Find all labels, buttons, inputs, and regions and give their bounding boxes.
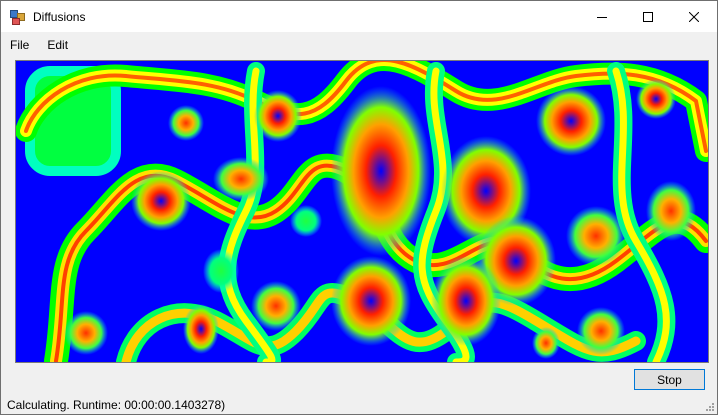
maximize-icon [643, 11, 653, 22]
diffusion-heatmap [16, 61, 708, 362]
diffusion-canvas[interactable] [15, 60, 709, 363]
stop-button[interactable]: Stop [634, 369, 705, 390]
close-button[interactable] [671, 1, 717, 32]
maximize-button[interactable] [625, 1, 671, 32]
minimize-button[interactable] [579, 1, 625, 32]
status-bar: Calculating. Runtime: 00:00:00.1403278) [1, 395, 717, 414]
title-bar[interactable]: Diffusions [1, 1, 717, 32]
close-icon [689, 11, 699, 22]
window-controls [579, 1, 717, 32]
app-icon[interactable] [9, 9, 25, 25]
menu-bar: File Edit [1, 34, 717, 56]
minimize-icon [597, 16, 607, 18]
resize-grip-icon[interactable] [705, 402, 715, 412]
menu-file[interactable]: File [10, 38, 30, 52]
status-text: Calculating. Runtime: 00:00:00.1403278) [7, 397, 226, 412]
window-title: Diffusions [33, 9, 86, 24]
menu-edit[interactable]: Edit [47, 38, 69, 52]
